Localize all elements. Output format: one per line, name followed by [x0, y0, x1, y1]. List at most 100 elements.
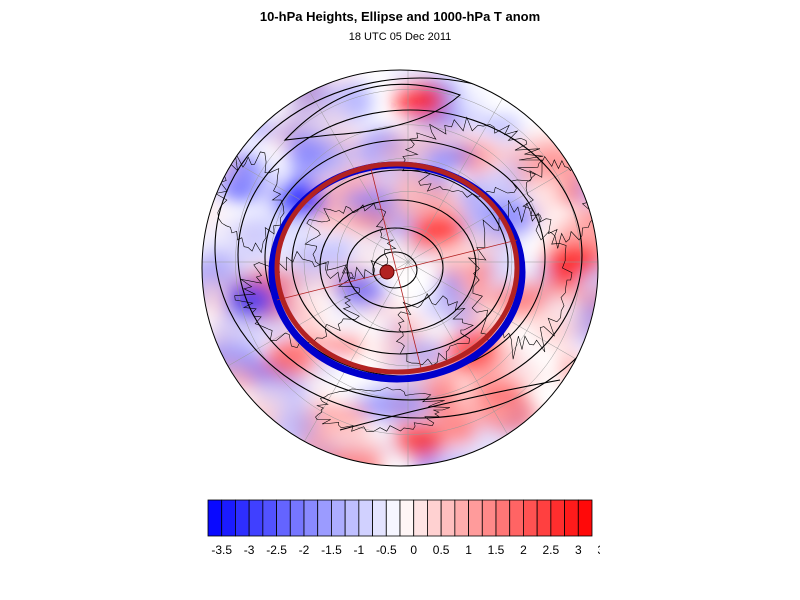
anomaly-blob	[415, 380, 457, 398]
anomaly-blob	[551, 163, 573, 188]
anomaly-blob	[202, 245, 231, 267]
colorbar-tick-label: 1	[465, 543, 472, 557]
anomaly-blob	[289, 136, 354, 181]
colorbar-box	[399, 499, 415, 537]
meridian-line	[407, 261, 528, 466]
figure-title: 10-hPa Heights, Ellipse and 1000-hPa T a…	[259, 9, 541, 24]
colorbar-box	[454, 499, 469, 537]
vortex-ellipse-outline	[274, 161, 520, 375]
colorbar-box	[481, 499, 497, 537]
anomaly-blob	[298, 102, 351, 143]
colorbar-tick-label: 3	[575, 543, 582, 557]
coastline-path	[315, 387, 450, 432]
anomaly-blob	[498, 340, 520, 378]
colorbar-box	[221, 499, 236, 537]
height-contour	[291, 169, 509, 355]
anomaly-blob	[292, 237, 353, 273]
colorbar-tick-label: -0.5	[376, 543, 397, 557]
coastline-path	[234, 250, 361, 349]
height-contour	[214, 77, 598, 419]
anomaly-blob	[339, 206, 395, 235]
colorbar-box	[413, 499, 428, 537]
colorbar-box	[468, 499, 483, 537]
coastline-path	[214, 151, 285, 254]
colorbar-box	[262, 499, 277, 537]
colorbar-box	[289, 499, 305, 537]
colorbar-tick-label: -2	[299, 543, 310, 557]
colorbar-box	[317, 499, 332, 537]
anomaly-blob	[552, 183, 587, 207]
coastline-path	[395, 293, 474, 366]
colorbar-tick-label: 2	[520, 543, 527, 557]
anomaly-blob	[306, 277, 334, 325]
colorbar-box	[331, 499, 346, 537]
anomaly-blob	[437, 271, 463, 303]
anomaly-blob	[321, 333, 367, 357]
anomaly-blob	[587, 205, 598, 251]
colorbar-box	[564, 499, 579, 537]
meridian-line	[202, 261, 409, 382]
colorbar-box	[344, 499, 360, 537]
anomaly-blob	[474, 379, 527, 406]
colorbar-tick-label: 3.5	[597, 543, 600, 557]
colorbar-tick-label: 1.5	[488, 543, 505, 557]
colorbar-box	[276, 499, 291, 537]
anomaly-blob	[341, 93, 363, 115]
colorbar-tick-label: 0.5	[433, 543, 450, 557]
vortex-ellipse	[268, 161, 526, 383]
map-boundary	[201, 69, 599, 467]
height-contour	[346, 227, 444, 309]
colorbar-box	[523, 499, 538, 537]
figure-subtitle: 18 UTC 05 Dec 2011	[348, 31, 452, 43]
colorbar-box	[248, 499, 264, 537]
colorbar-tick-label: -2.5	[266, 543, 287, 557]
height-contour	[372, 251, 418, 289]
ellipse-minor-axis	[369, 164, 423, 373]
anomaly-blob	[414, 212, 466, 248]
anomaly-blob	[261, 89, 299, 117]
anomaly-blob	[394, 82, 446, 118]
colorbar-box	[303, 499, 319, 537]
colorbar-box	[440, 499, 456, 537]
colorbar-tick-labels: -3.5 -3 -2.5 -2 -1.5 -1 -0.5 0 0.5 1 1.5 2 2.5 3 3.5	[211, 543, 600, 557]
colorbar-tick-label: -3.5	[211, 543, 232, 557]
anomaly-blob	[431, 143, 475, 169]
height-contour	[319, 199, 477, 333]
anomaly-blob	[394, 422, 446, 458]
coastline-path	[304, 203, 397, 283]
colorbar-tick-label: 2.5	[543, 543, 560, 557]
colorbar-box	[577, 499, 593, 537]
colorbar-box	[358, 499, 373, 537]
anomaly-blob	[224, 282, 276, 318]
colorbar-tick-label: -1	[354, 543, 365, 557]
colorbar-box	[372, 499, 387, 537]
ellipse-major-axis	[276, 239, 518, 301]
anomaly-blob	[420, 292, 478, 323]
polar-map	[201, 69, 599, 467]
coastline-path	[402, 116, 544, 198]
height-contour	[339, 379, 561, 431]
colorbar-box	[235, 499, 250, 537]
colorbar-box	[385, 499, 401, 537]
anomaly-blob	[462, 145, 512, 171]
colorbar-box	[427, 499, 442, 537]
coastline-path	[467, 200, 573, 360]
colorbar: -3.5 -3 -2.5 -2 -1.5 -1 -0.5 0 0.5 1 1.5 2 2.5 3 3.5	[207, 499, 600, 557]
height-contour	[283, 83, 462, 141]
anomaly-blob	[270, 122, 300, 151]
height-contour	[237, 109, 583, 401]
colorbar-box	[495, 499, 511, 537]
colorbar-boxes	[207, 499, 593, 537]
colorbar-box	[550, 499, 565, 537]
anomaly-blob	[247, 384, 293, 413]
colorbar-tick-label: -1.5	[321, 543, 342, 557]
anomaly-blob	[476, 115, 523, 135]
colorbar-tick-label: -3	[244, 543, 255, 557]
anomaly-blob	[211, 311, 263, 360]
colorbar-tick-label: 0	[410, 543, 417, 557]
anomaly-blob	[475, 71, 501, 108]
ellipse-centroid-marker	[379, 264, 395, 280]
colorbar-box	[509, 499, 524, 537]
colorbar-box	[207, 499, 223, 537]
anomaly-blob	[574, 206, 598, 227]
